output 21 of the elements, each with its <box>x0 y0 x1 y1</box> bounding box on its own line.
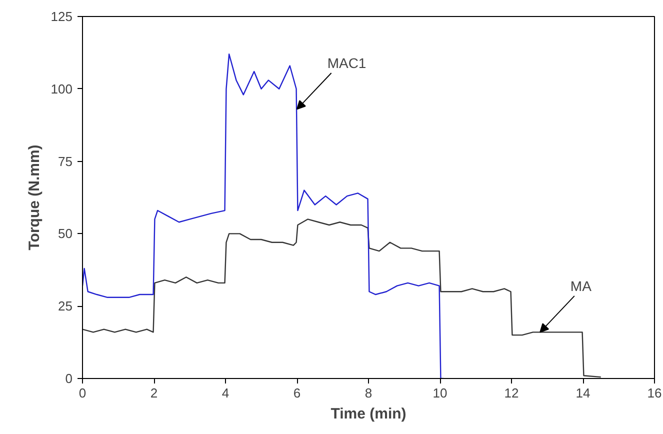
line-series <box>82 218 602 378</box>
annotation: MAC1 <box>327 54 366 71</box>
y-tick-label: 100 <box>50 81 73 96</box>
x-tick-label: 6 <box>293 386 301 400</box>
x-tick-label: 4 <box>222 386 230 400</box>
y-tick-label: 125 <box>50 9 73 24</box>
x-tick-label: 16 <box>647 386 662 400</box>
x-tick-label: 12 <box>504 386 519 400</box>
x-tick-label: 10 <box>432 386 448 400</box>
x-tick-label: 8 <box>364 386 372 400</box>
x-axis-title: Time (min) <box>330 406 406 422</box>
y-tick-label: 0 <box>65 371 73 386</box>
y-axis-title: Torque (N.mm) <box>26 144 43 250</box>
annotation: MA <box>570 278 592 294</box>
y-tick-label: 25 <box>58 298 73 314</box>
y-tick-label: 75 <box>58 154 73 169</box>
y-tick-label: 50 <box>58 226 73 242</box>
x-tick-label: 0 <box>78 386 86 400</box>
line-series <box>82 54 444 378</box>
x-tick-label: 2 <box>150 386 158 400</box>
x-tick-label: 14 <box>576 386 590 400</box>
